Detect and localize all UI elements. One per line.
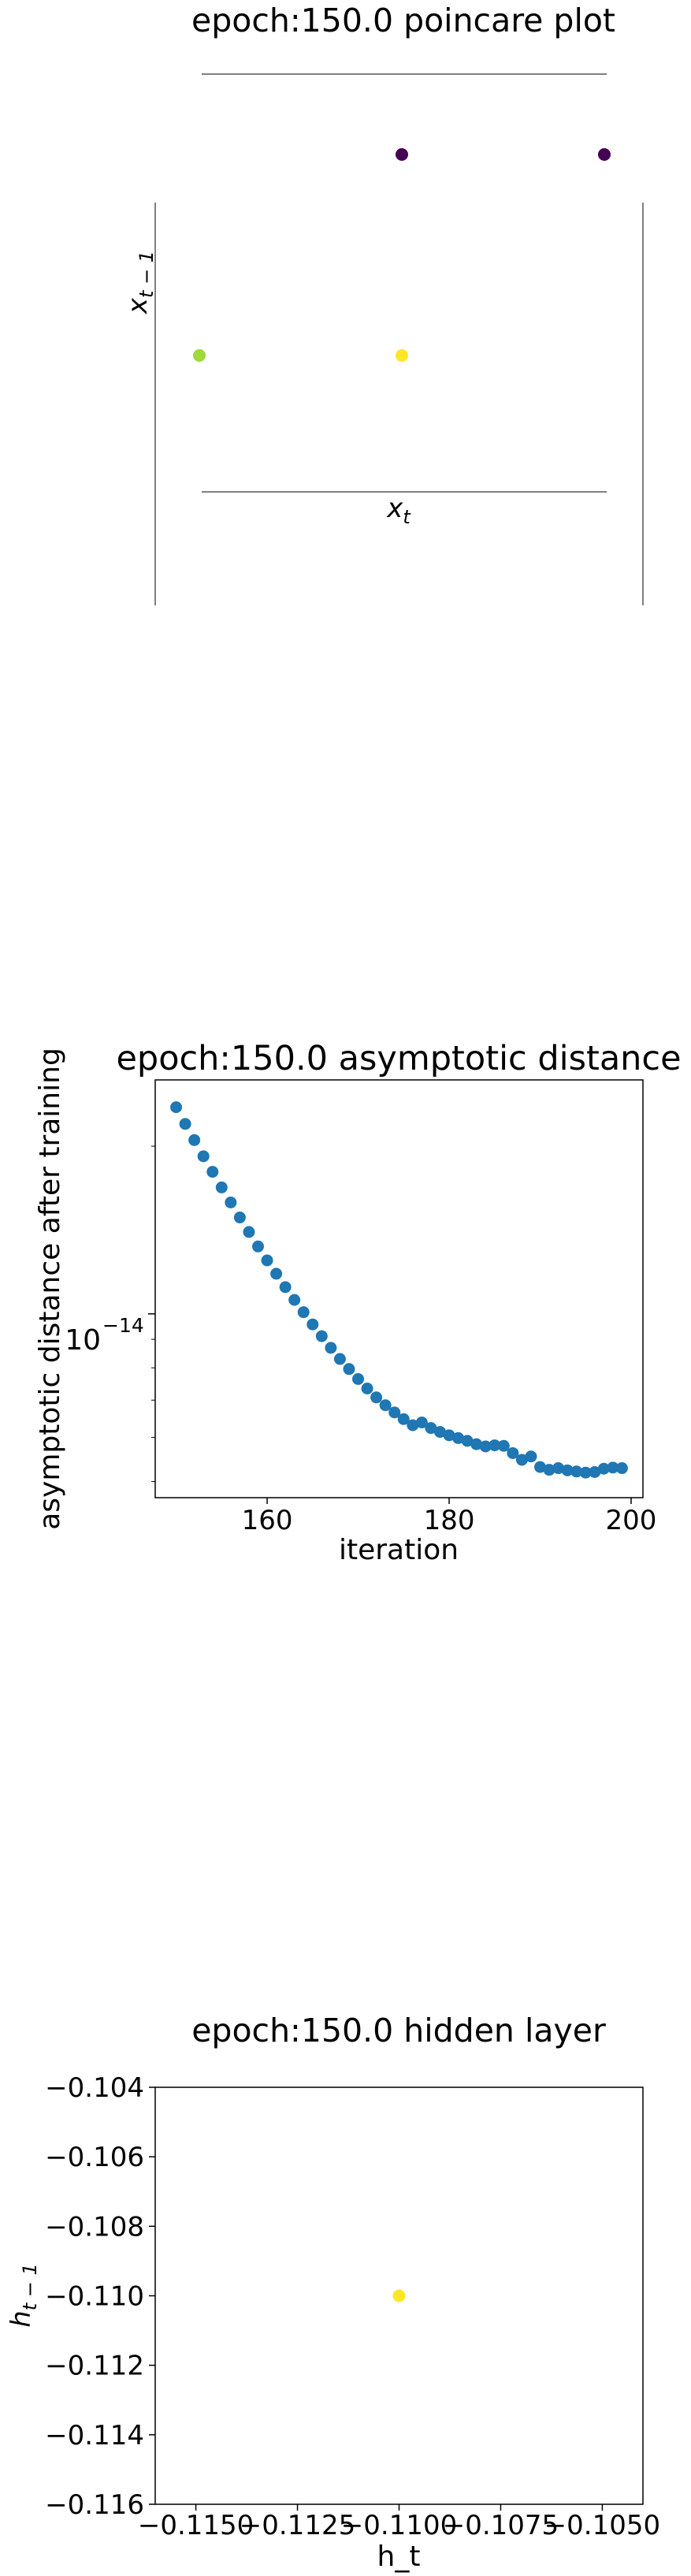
asymptotic-point-45 [579, 1466, 592, 1479]
asymptotic-point-42 [552, 1462, 565, 1475]
asymptotic-point-23 [379, 1399, 392, 1412]
hidden-layer-xtick-label-4: −0.1050 [544, 2510, 660, 2541]
hidden-layer-ytick-label-5: −0.106 [45, 2142, 144, 2173]
asymptotic-point-20 [352, 1372, 365, 1385]
asymptotic-xtick-label-2: 200 [606, 1505, 657, 1536]
asymptotic-point-10 [261, 1254, 273, 1267]
asymptotic-point-17 [325, 1342, 337, 1354]
asymptotic-points [170, 1101, 628, 1479]
asymptotic-point-2 [188, 1134, 201, 1146]
poincare-point-2 [193, 349, 206, 362]
poincare-point-0 [396, 148, 408, 161]
asymptotic-plot-frame [154, 1079, 644, 1498]
asymptotic-point-31 [452, 1431, 465, 1444]
poincare-ylabel: xt − 1 [122, 251, 158, 315]
asymptotic-point-16 [315, 1330, 328, 1342]
hidden-layer-xtick-label-2: −0.1100 [341, 2510, 457, 2541]
hidden-layer-ytick-label-3: −0.110 [45, 2281, 144, 2313]
asymptotic-point-13 [288, 1294, 301, 1306]
hidden-layer-panel: epoch:150.0 hidden layer ht − 1 h_t −0.1… [6, 2012, 660, 2573]
asymptotic-point-28 [425, 1422, 437, 1435]
asymptotic-point-21 [361, 1382, 373, 1394]
poincare-plot-title: epoch:150.0 poincare plot [191, 2, 615, 39]
poincare-point-1 [598, 148, 611, 161]
asymptotic-point-19 [343, 1363, 355, 1375]
asymptotic-point-9 [251, 1240, 264, 1253]
asymptotic-point-36 [497, 1439, 510, 1452]
asymptotic-point-18 [333, 1353, 346, 1365]
asymptotic-point-48 [607, 1461, 619, 1474]
asymptotic-point-38 [515, 1454, 528, 1466]
asymptotic-xlabel: iteration [339, 1534, 459, 1566]
asymptotic-point-22 [370, 1391, 383, 1404]
hidden-layer-point-0 [392, 2289, 406, 2302]
asymptotic-point-30 [443, 1429, 455, 1442]
asymptotic-point-37 [507, 1446, 519, 1459]
asymptotic-yticks [148, 1145, 155, 1483]
asymptotic-point-49 [615, 1462, 628, 1475]
asymptotic-point-32 [461, 1435, 474, 1447]
ytick-label-exponent: −14 [102, 1314, 144, 1337]
asymptotic-ytick-label: 10 −14 [65, 1314, 144, 1357]
asymptotic-point-3 [197, 1150, 210, 1163]
asymptotic-point-26 [407, 1419, 419, 1431]
poincare-points [193, 148, 611, 362]
hidden-layer-ytick-label-0: −0.116 [45, 2489, 144, 2521]
poincare-point-3 [396, 349, 408, 362]
asymptotic-point-25 [397, 1413, 410, 1425]
asymptotic-point-39 [525, 1450, 537, 1463]
ytick-label-base: 10 [65, 1324, 101, 1357]
hidden-layer-xtick-label-0: −0.1150 [138, 2510, 254, 2541]
asymptotic-point-43 [561, 1464, 574, 1476]
hidden-layer-xtick-label-3: −0.1075 [443, 2510, 559, 2541]
asymptotic-point-35 [489, 1439, 501, 1452]
hidden-layer-ytick-label-1: −0.114 [45, 2420, 144, 2451]
asymptotic-point-47 [597, 1462, 610, 1475]
hidden-layer-ytick-label-2: −0.112 [45, 2351, 144, 2382]
asymptotic-point-11 [270, 1268, 283, 1280]
asymptotic-point-41 [543, 1464, 555, 1476]
asymptotic-xtick-label-0: 160 [242, 1505, 293, 1536]
poincare-plot-panel: epoch:150.0 poincare plot xt − 1 xt [122, 2, 644, 605]
asymptotic-point-0 [170, 1101, 183, 1114]
asymptotic-point-34 [479, 1440, 492, 1453]
hidden-layer-ylabel: ht − 1 [6, 2263, 41, 2328]
asymptotic-point-1 [179, 1118, 191, 1130]
asymptotic-point-7 [233, 1212, 246, 1224]
asymptotic-point-24 [388, 1406, 401, 1419]
asymptotic-point-14 [297, 1306, 310, 1319]
hidden-layer-ytick-label-4: −0.108 [45, 2211, 144, 2243]
asymptotic-point-46 [589, 1465, 601, 1478]
poincare-xlabel: xt [386, 493, 411, 528]
asymptotic-point-6 [225, 1196, 237, 1208]
hidden-layer-title: epoch:150.0 hidden layer [191, 2012, 606, 2049]
asymptotic-point-8 [243, 1226, 255, 1238]
hidden-layer-xlabel: h_t [377, 2541, 421, 2573]
hidden-layer-xticks: −0.1150−0.1125−0.1100−0.1075−0.1050 [138, 2504, 660, 2541]
asymptotic-title: epoch:150.0 asymptotic distance [116, 1039, 681, 1078]
asymptotic-point-5 [215, 1181, 228, 1193]
asymptotic-distance-panel: epoch:150.0 asymptotic distance asymptot… [34, 1039, 682, 1566]
asymptotic-point-44 [570, 1465, 583, 1478]
hidden-layer-points [392, 2289, 406, 2302]
asymptotic-point-33 [470, 1438, 483, 1450]
hidden-layer-yticks: −0.116 −0.114 −0.112 −0.110 −0.108 −0.106 −0.1… [45, 2072, 155, 2521]
asymptotic-xtick-label-1: 180 [424, 1505, 475, 1536]
asymptotic-point-4 [206, 1166, 219, 1178]
hidden-layer-xtick-label-1: −0.1125 [240, 2510, 355, 2541]
asymptotic-xticks: 160 180 200 [242, 1498, 657, 1536]
asymptotic-point-12 [279, 1281, 292, 1294]
asymptotic-point-27 [415, 1416, 428, 1429]
asymptotic-point-40 [534, 1461, 547, 1473]
asymptotic-point-29 [433, 1426, 446, 1439]
asymptotic-ylabel: asymptotic distance after training [34, 1048, 66, 1530]
asymptotic-point-15 [306, 1318, 319, 1331]
hidden-layer-ytick-label-6: −0.104 [45, 2072, 144, 2104]
